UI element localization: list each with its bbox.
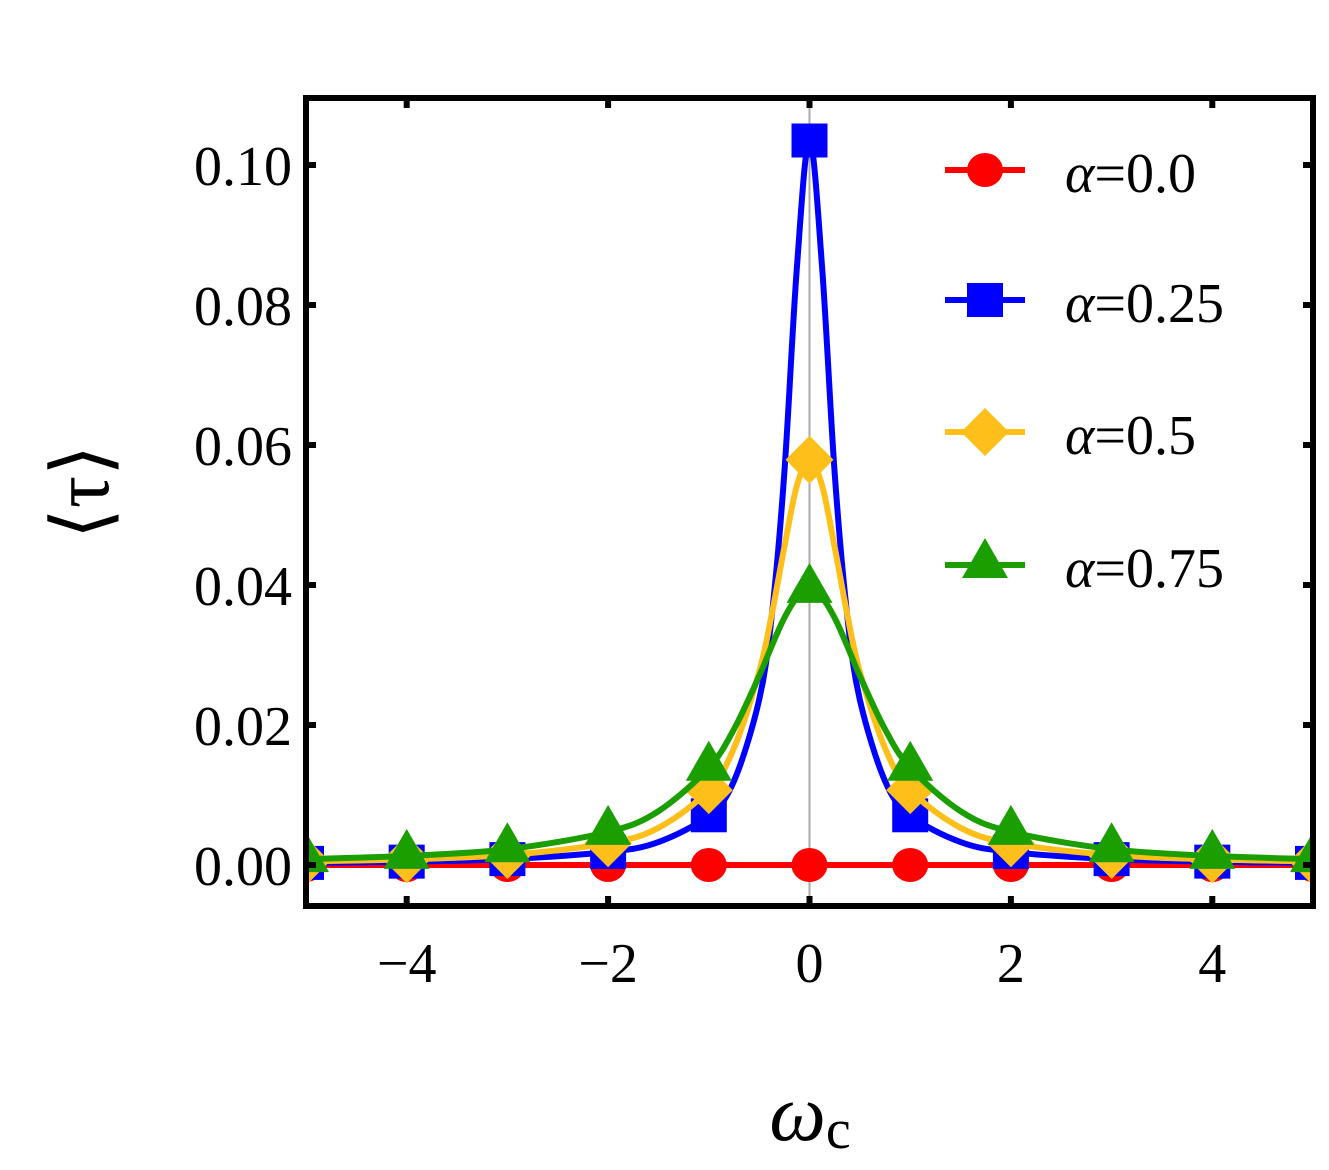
data-point: [786, 562, 833, 603]
legend-marker: [962, 538, 1008, 578]
y-axis-label: ⟨τ⟩: [38, 445, 126, 540]
data-point: [892, 848, 929, 882]
x-tick-label: −4: [377, 933, 437, 995]
legend-marker: [967, 283, 1003, 317]
data-point: [585, 804, 632, 845]
data-point: [785, 435, 834, 484]
y-tick-label: 0.10: [194, 136, 292, 198]
data-point: [685, 740, 732, 781]
x-tick-label: 0: [796, 933, 824, 995]
x-tick-label: −2: [578, 933, 638, 995]
y-tick-label: 0.08: [194, 276, 292, 338]
x-tick-label: 4: [1198, 933, 1226, 995]
series-2: [306, 435, 1313, 886]
x-axis-label: ωc: [769, 1070, 850, 1161]
legend-marker: [967, 153, 1003, 187]
legend-label: α=0.25: [1065, 273, 1224, 335]
y-tick-label: 0.02: [194, 696, 292, 758]
y-tick-label: 0.04: [194, 556, 292, 618]
ticks: −4 −2 0 2 4 0.00 0.02 0.04 0.06 0.08 0.10: [194, 98, 1313, 995]
legend: α=0.0 α=0.25 α=0.5 α=0.75: [945, 143, 1224, 600]
data-point: [887, 740, 934, 781]
legend-entry: α=0.75: [945, 538, 1224, 600]
series-group: [306, 98, 1313, 906]
x-tick-label: 2: [997, 933, 1025, 995]
data-point: [791, 123, 828, 158]
data-point: [791, 848, 828, 882]
y-tick-label: 0.00: [194, 836, 292, 898]
y-tick-label: 0.06: [194, 416, 292, 478]
legend-entry: α=0.5: [945, 405, 1196, 467]
series-3: [306, 562, 1313, 873]
data-point: [690, 848, 727, 882]
plot-area: [306, 98, 1313, 906]
data-point: [383, 828, 430, 869]
legend-label: α=0.75: [1065, 538, 1224, 600]
legend-marker: [961, 408, 1009, 456]
legend-label: α=0.5: [1065, 405, 1196, 467]
legend-label: α=0.0: [1065, 143, 1196, 205]
legend-entry: α=0.25: [945, 273, 1224, 335]
legend-entry: α=0.0: [945, 143, 1196, 205]
data-point: [484, 822, 531, 863]
data-point: [987, 804, 1034, 845]
data-point: [1189, 828, 1236, 869]
data-point: [1088, 822, 1135, 863]
